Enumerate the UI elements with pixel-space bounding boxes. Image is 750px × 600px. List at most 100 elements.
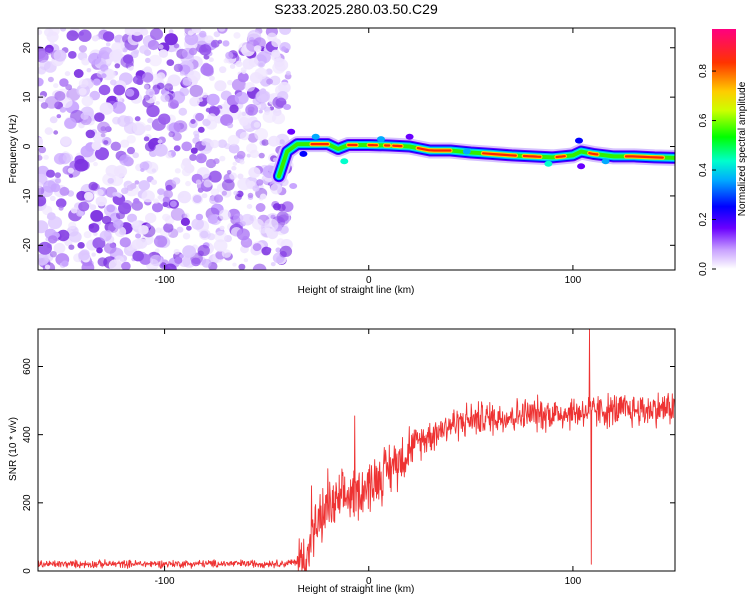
- noise-blob: [184, 163, 195, 174]
- colorbar-tick-label: 0.2: [698, 212, 709, 226]
- noise-blob: [78, 201, 90, 212]
- noise-blob: [92, 78, 101, 86]
- noise-blob: [99, 102, 114, 115]
- noise-blob: [219, 66, 227, 74]
- noise-blob: [124, 28, 136, 36]
- noise-blob: [57, 229, 70, 242]
- noise-blob: [127, 146, 135, 155]
- noise-blob: [99, 230, 112, 242]
- noise-blob: [53, 242, 66, 254]
- noise-blob: [235, 60, 243, 68]
- spectrogram-ytick-label: -20: [22, 238, 33, 253]
- noise-blob: [233, 213, 244, 223]
- noise-blob: [197, 244, 210, 257]
- noise-blob: [64, 117, 77, 129]
- noise-blob: [77, 242, 85, 249]
- noise-blob: [191, 218, 204, 230]
- noise-blob: [131, 239, 144, 250]
- noise-blob: [253, 121, 261, 128]
- noise-blob: [112, 193, 126, 206]
- colorbar-tick-label: 0.0: [698, 262, 709, 276]
- noise-blob: [177, 190, 192, 204]
- noise-blob: [162, 201, 169, 208]
- noise-blob: [141, 72, 154, 83]
- noise-blob: [210, 39, 220, 48]
- noise-blob: [149, 54, 162, 67]
- noise-blob: [101, 215, 112, 225]
- noise-blob: [173, 145, 181, 152]
- noise-blob: [149, 254, 163, 267]
- noise-blob: [261, 139, 269, 146]
- noise-blob: [38, 95, 46, 103]
- noise-blob: [143, 84, 150, 90]
- noise-blob: [221, 190, 227, 196]
- noise-blob: [188, 47, 198, 56]
- noise-blob: [156, 72, 166, 81]
- colorbar-tick-label: 0.6: [698, 113, 709, 127]
- noise-blob: [146, 104, 160, 118]
- noise-blob: [138, 225, 149, 235]
- noise-blob: [252, 263, 267, 270]
- noise-blob: [121, 187, 129, 195]
- noise-blob: [143, 94, 151, 101]
- spectrogram-ytick-label: -10: [22, 188, 33, 203]
- colorbar-gradient: [712, 29, 736, 269]
- noise-blob: [70, 207, 78, 214]
- noise-blob: [147, 39, 160, 51]
- snr-ytick-label: 400: [22, 426, 33, 443]
- noise-blob: [276, 238, 285, 246]
- noise-blob: [125, 88, 135, 97]
- noise-blob: [104, 242, 117, 254]
- noise-blob: [231, 78, 246, 92]
- ridge-side-blob: [340, 158, 349, 165]
- noise-blob: [38, 220, 49, 234]
- noise-blob: [174, 256, 183, 264]
- noise-blob: [144, 124, 152, 131]
- noise-blob: [44, 127, 53, 135]
- noise-blob: [266, 78, 273, 85]
- noise-blob: [213, 239, 228, 252]
- noise-blob: [105, 42, 111, 47]
- noise-blob: [93, 231, 98, 236]
- noise-blob: [74, 158, 89, 172]
- noise-blob: [190, 147, 198, 154]
- spectrogram-ylabel: Frequency (Hz): [8, 115, 19, 184]
- noise-blob: [122, 54, 134, 64]
- colorbar-tick-label: 0.8: [698, 64, 709, 78]
- noise-blob: [143, 136, 150, 142]
- noise-blob: [80, 112, 89, 120]
- noise-blob: [104, 204, 118, 217]
- noise-blob: [256, 90, 270, 103]
- noise-blob: [231, 165, 237, 171]
- noise-blob: [208, 57, 214, 62]
- noise-blob: [213, 194, 224, 203]
- noise-blob: [151, 179, 158, 185]
- noise-blob: [213, 158, 220, 165]
- ridge-side-blob: [601, 158, 610, 165]
- noise-blob: [218, 28, 226, 32]
- noise-blob: [132, 75, 143, 85]
- noise-blob: [208, 170, 222, 183]
- ridge-side-blob: [575, 137, 583, 144]
- noise-blob: [143, 49, 152, 56]
- noise-blob: [38, 195, 47, 207]
- noise-blob: [68, 244, 75, 250]
- noise-blob: [223, 58, 229, 64]
- noise-blob: [110, 141, 122, 151]
- noise-blob: [236, 228, 250, 241]
- noise-blob: [153, 198, 159, 204]
- noise-blob: [94, 112, 105, 122]
- noise-blob: [73, 69, 84, 78]
- noise-blob: [270, 262, 276, 267]
- noise-blob: [182, 245, 197, 258]
- ridge-peak: [480, 151, 519, 158]
- ridge-peak: [521, 153, 543, 160]
- snr-panel: -100 0 100 0 200 400 600 Height of straight li…: [8, 328, 676, 595]
- noise-blob: [163, 189, 173, 199]
- noise-blob: [64, 71, 71, 77]
- noise-blob: [173, 248, 180, 255]
- noise-blob: [43, 154, 49, 160]
- noise-blob: [179, 254, 184, 259]
- noise-blob: [214, 80, 227, 92]
- noise-blob: [49, 116, 58, 124]
